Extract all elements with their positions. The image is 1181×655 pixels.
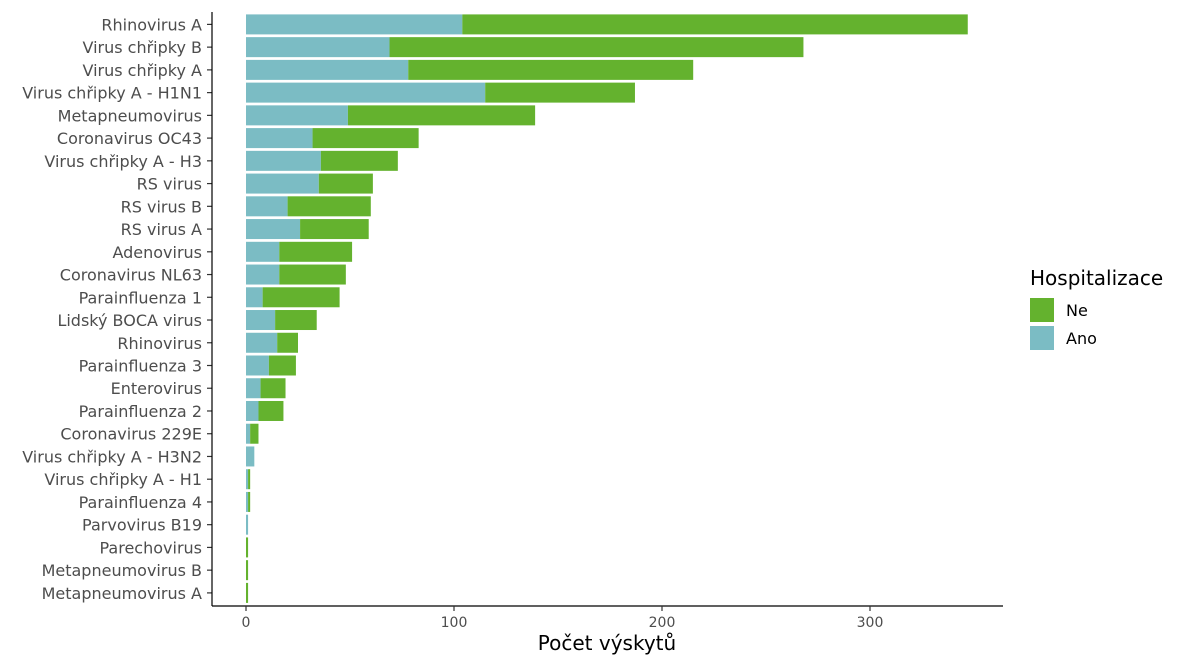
bar-coronavirus-nl63-ne: [279, 264, 346, 285]
bar-virus-chripky-b-ano: [246, 37, 390, 58]
bar-rs-virus-b-ne: [287, 196, 371, 217]
x-axis-title: Počet výskytů: [538, 631, 676, 655]
category-label: Parainfluenza 2: [79, 402, 202, 421]
category-label: Adenovirus: [112, 243, 202, 262]
bar-parainfluenza-2-ano: [246, 400, 259, 421]
bar-lidsky-boca-virus-ne: [275, 310, 317, 331]
bar-coronavirus-229e-ano: [246, 423, 251, 444]
bar-parvovirus-b19-ano: [246, 514, 249, 535]
category-label: Virus chřipky A - H3: [44, 152, 202, 171]
category-label: Coronavirus NL63: [60, 266, 202, 285]
category-label: Virus chřipky A - H1N1: [22, 84, 202, 103]
category-label: Virus chřipky A - H1: [44, 470, 202, 489]
bar-virus-chripky-b-ne: [389, 37, 804, 58]
legend-label-ano: Ano: [1066, 329, 1097, 348]
bar-coronavirus-229e-ne: [250, 423, 259, 444]
category-label: Virus chřipky B: [82, 38, 202, 57]
bar-adenovirus-ne: [279, 241, 353, 262]
legend-label-ne: Ne: [1066, 301, 1088, 320]
legend: Hospitalizace Ne Ano: [1030, 266, 1163, 350]
x-tick-label: 100: [441, 615, 468, 631]
category-label: RS virus A: [121, 220, 202, 239]
legend-title: Hospitalizace: [1030, 266, 1163, 290]
bar-virus-chripky-a-ne: [408, 59, 694, 80]
category-label: Rhinovirus: [117, 334, 202, 353]
category-label: Parechovirus: [100, 538, 203, 557]
category-label: Enterovirus: [111, 379, 202, 398]
bar-metapneumovirus-ne: [347, 105, 536, 126]
bar-adenovirus-ano: [246, 241, 280, 262]
bar-rhinovirus-a-ne: [462, 14, 968, 35]
x-tick-label: 300: [857, 615, 884, 631]
category-label: RS virus: [137, 175, 202, 194]
x-tick-label: 0: [242, 615, 251, 631]
bar-rs-virus-a-ano: [246, 219, 301, 240]
category-label: Parvovirus B19: [82, 516, 202, 535]
category-label: Lidský BOCA virus: [57, 311, 202, 330]
category-label: RS virus B: [121, 197, 202, 216]
bar-virus-chripky-a-h1n1-ano: [246, 82, 486, 103]
category-label: Coronavirus 229E: [60, 425, 202, 444]
bar-enterovirus-ano: [246, 378, 261, 399]
bar-parainfluenza-4-ne: [248, 491, 251, 512]
category-label: Metapneumovirus A: [42, 584, 202, 603]
bar-metapneumovirus-a-ne: [246, 582, 249, 603]
bar-rhinovirus-a-ano: [246, 14, 463, 35]
category-label: Virus chřipky A - H3N2: [22, 447, 202, 466]
bar-rs-virus-b-ano: [246, 196, 288, 217]
bar-parainfluenza-3-ano: [246, 355, 269, 376]
bar-virus-chripky-a-h3-ano: [246, 150, 321, 171]
bar-coronavirus-nl63-ano: [246, 264, 280, 285]
bar-virus-chripky-a-h1-ano: [246, 469, 249, 490]
bar-parainfluenza-3-ne: [268, 355, 296, 376]
bar-virus-chripky-a-h3-ne: [320, 150, 398, 171]
bar-coronavirus-oc43-ne: [312, 128, 419, 149]
bar-lidsky-boca-virus-ano: [246, 310, 276, 331]
legend-swatch-ano: [1030, 326, 1054, 350]
bar-coronavirus-oc43-ano: [246, 128, 313, 149]
bar-parainfluenza-4-ano: [246, 491, 249, 512]
bar-metapneumovirus-ano: [246, 105, 348, 126]
bar-virus-chripky-a-h1-ne: [248, 469, 251, 490]
bar-parainfluenza-1-ne: [262, 287, 340, 308]
category-label: Parainfluenza 3: [79, 357, 202, 376]
category-label: Metapneumovirus: [58, 106, 202, 125]
bar-rhinovirus-ano: [246, 332, 278, 353]
category-label: Virus chřipky A: [83, 61, 203, 80]
x-axis-ticks: 0 100 200 300: [242, 606, 884, 631]
bars-layer: [246, 14, 968, 603]
bar-parainfluenza-1-ano: [246, 287, 263, 308]
bar-metapneumovirus-b-ne: [246, 560, 249, 581]
bar-rs-virus-ne: [318, 173, 373, 194]
legend-items: Ne Ano: [1030, 298, 1097, 350]
bar-enterovirus-ne: [260, 378, 286, 399]
bar-rhinovirus-ne: [277, 332, 298, 353]
bar-parechovirus-ne: [246, 537, 249, 558]
category-label: Parainfluenza 1: [79, 288, 202, 307]
bar-virus-chripky-a-h3n2-ano: [246, 446, 255, 467]
bar-virus-chripky-a-ano: [246, 59, 409, 80]
bar-rs-virus-a-ne: [300, 219, 369, 240]
bar-parainfluenza-2-ne: [258, 400, 284, 421]
bar-virus-chripky-a-h1n1-ne: [485, 82, 635, 103]
category-label: Metapneumovirus B: [42, 561, 202, 580]
x-tick-label: 200: [649, 615, 676, 631]
legend-swatch-ne: [1030, 298, 1054, 322]
bar-rs-virus-ano: [246, 173, 319, 194]
category-label: Rhinovirus A: [101, 15, 202, 34]
category-label: Parainfluenza 4: [79, 493, 202, 512]
category-labels: Rhinovirus A Virus chřipky B Virus chřipky…: [22, 15, 212, 603]
category-label: Coronavirus OC43: [57, 129, 202, 148]
